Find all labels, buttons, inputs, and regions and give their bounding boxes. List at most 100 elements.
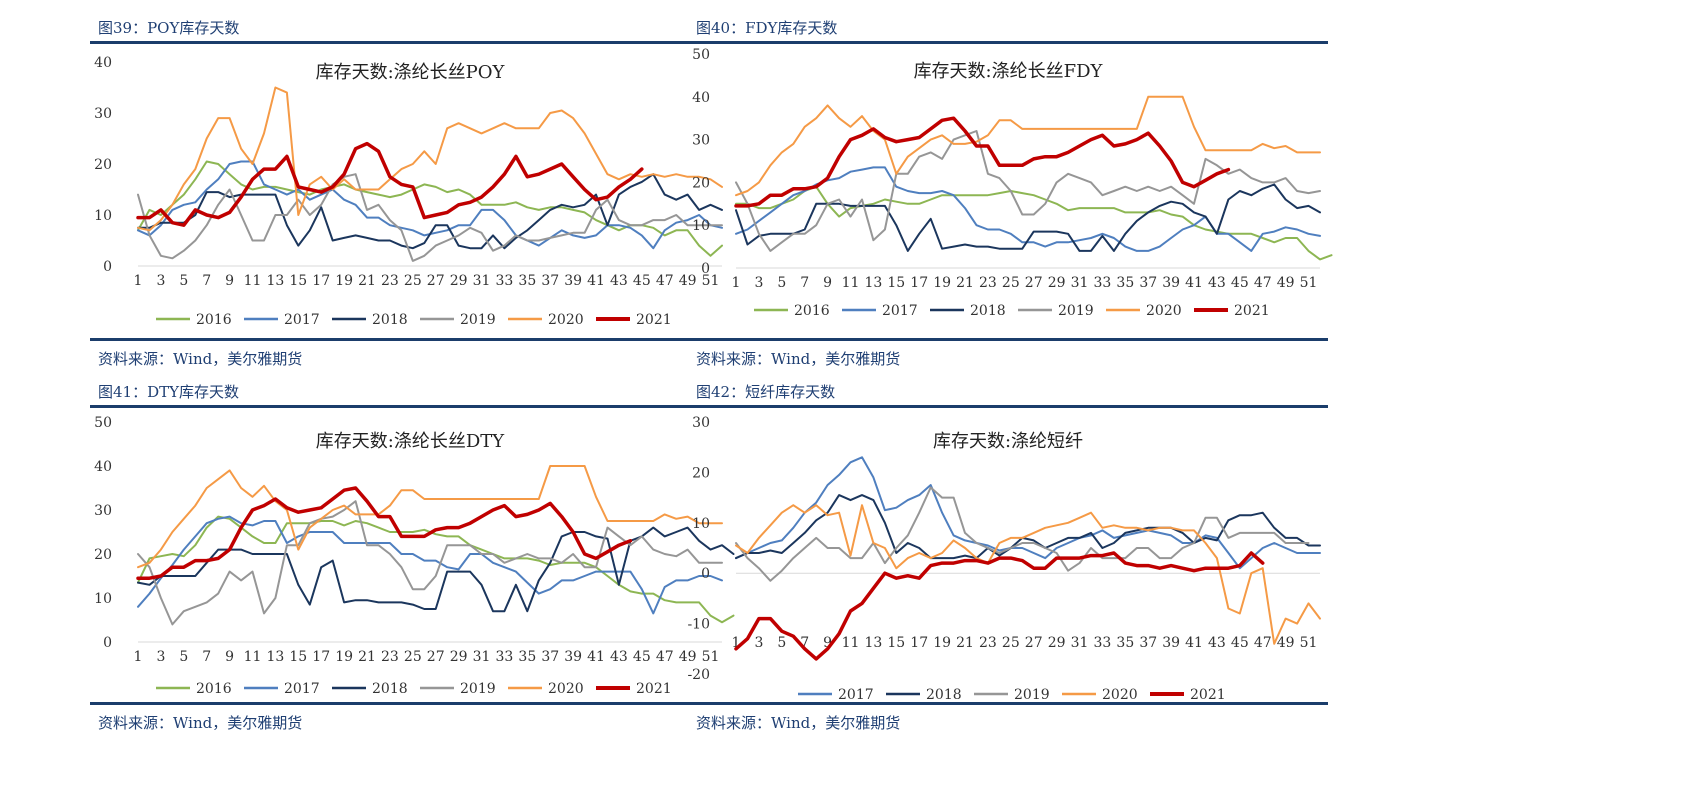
x-tick-label: 15 [887, 635, 905, 651]
series-line-2018 [137, 173, 723, 250]
y-tick-label: 30 [692, 133, 710, 149]
x-tick-label: 51 [1300, 275, 1318, 291]
legend-label-2018: 2018 [372, 312, 408, 328]
series-line-2021 [136, 486, 633, 580]
series-line-2020 [137, 86, 723, 232]
series-line-2019 [735, 130, 1321, 252]
x-tick-label: 7 [800, 635, 809, 651]
y-tick-label: -10 [687, 617, 710, 633]
legend-label-2019: 2019 [1058, 303, 1094, 319]
panel-psf: 图42：短纤库存天数 库存天数:涤纶短纤 -20 -10 0 10 20 30 1 3 5 7 9 11… [687, 364, 1343, 764]
x-tick-label: 3 [754, 635, 763, 651]
panel-poy: 图39：POY库存天数 库存天数:涤纶长丝POY 0 10 20 30 40 1 3 5 7 9 11… [90, 0, 745, 380]
x-tick-label: 5 [777, 275, 786, 291]
y-tick-label: 10 [692, 218, 710, 234]
legend-label-2020: 2020 [548, 312, 584, 328]
legend-label-2019: 2019 [460, 312, 496, 328]
x-tick-label: 23 [381, 649, 399, 665]
x-tick-label: 17 [312, 649, 330, 665]
x-tick-label: 21 [358, 273, 376, 289]
source-note: 资料来源：Wind，美尔雅期货 [696, 350, 901, 368]
x-tick-label: 27 [1025, 275, 1043, 291]
x-tick-label: 51 [702, 649, 720, 665]
legend-label-2017: 2017 [882, 303, 918, 319]
x-tick-label: 5 [777, 635, 786, 651]
source-note: 资料来源：Wind，美尔雅期货 [98, 350, 303, 368]
y-tick-label: 30 [692, 415, 710, 431]
y-tick-label: 40 [692, 90, 710, 106]
series-line-2021 [734, 116, 1231, 208]
top-rule [90, 405, 730, 408]
figure-title: 图41：DTY库存天数 [98, 383, 240, 401]
x-tick-label: 49 [1277, 635, 1295, 651]
top-rule [688, 405, 1328, 408]
x-tick-label: 13 [864, 635, 882, 651]
x-tick-label: 1 [732, 275, 741, 291]
x-tick-label: 11 [244, 273, 262, 289]
x-tick-label: 49 [679, 273, 697, 289]
x-tick-label: 35 [518, 273, 536, 289]
x-tick-label: 29 [450, 273, 468, 289]
x-tick-label: 47 [656, 273, 674, 289]
x-tick-label: 15 [289, 273, 307, 289]
y-tick-label: 10 [94, 591, 112, 607]
y-tick-label: 40 [94, 459, 112, 475]
x-tick-label: 1 [134, 649, 143, 665]
x-tick-label: 11 [842, 275, 860, 291]
bottom-rule [90, 702, 730, 705]
x-tick-label: 11 [842, 635, 860, 651]
x-tick-label: 45 [633, 649, 651, 665]
series-line-2017 [137, 515, 723, 615]
x-tick-label: 27 [427, 273, 445, 289]
legend-label-2019: 2019 [1014, 687, 1050, 703]
series-line-2019 [735, 486, 1310, 582]
series-line-2020 [735, 95, 1321, 197]
source-note: 资料来源：Wind，美尔雅期货 [98, 714, 303, 732]
x-tick-label: 39 [564, 273, 582, 289]
legend-label-2018: 2018 [970, 303, 1006, 319]
x-tick-label: 37 [541, 273, 559, 289]
series-line-2018 [735, 183, 1321, 252]
x-tick-label: 47 [1254, 275, 1272, 291]
x-tick-label: 27 [1025, 635, 1043, 651]
chart-title: 库存天数:涤纶长丝FDY [914, 61, 1104, 82]
legend-label-2016: 2016 [794, 303, 830, 319]
x-tick-label: 7 [202, 273, 211, 289]
x-tick-label: 21 [358, 649, 376, 665]
x-tick-label: 49 [1277, 275, 1295, 291]
legend-label-2018: 2018 [926, 687, 962, 703]
x-tick-label: 7 [202, 649, 211, 665]
legend-label-2018: 2018 [372, 681, 408, 697]
panel-fdy: 图40：FDY库存天数 库存天数:涤纶长丝FDY 0 10 20 30 40 50 1 3 5 7 9… [688, 0, 1343, 380]
x-tick-label: 13 [266, 273, 284, 289]
x-tick-label: 41 [1185, 635, 1203, 651]
x-tick-label: 3 [156, 649, 165, 665]
x-tick-label: 21 [956, 275, 974, 291]
x-tick-label: 13 [864, 275, 882, 291]
figure-title: 图42：短纤库存天数 [696, 383, 836, 401]
x-tick-label: 9 [823, 635, 832, 651]
x-tick-label: 5 [179, 649, 188, 665]
x-tick-label: 51 [702, 273, 720, 289]
x-tick-label: 1 [134, 273, 143, 289]
bottom-rule [688, 338, 1328, 341]
x-tick-label: 31 [473, 649, 491, 665]
x-tick-label: 41 [1185, 275, 1203, 291]
y-tick-label: 50 [692, 47, 710, 63]
series-line-2020 [735, 504, 1321, 645]
legend-label-2019: 2019 [460, 681, 496, 697]
series-line-2018 [735, 494, 1321, 560]
x-tick-label: 1 [732, 635, 741, 651]
chart-title: 库存天数:涤纶短纤 [933, 431, 1083, 452]
series-line-2017 [735, 166, 1321, 252]
x-tick-label: 29 [1048, 275, 1066, 291]
x-tick-label: 47 [656, 649, 674, 665]
x-tick-label: 37 [1139, 635, 1157, 651]
x-tick-label: 33 [1094, 635, 1112, 651]
series-line-2016 [137, 160, 723, 257]
x-tick-label: 19 [335, 273, 353, 289]
legend-label-2020: 2020 [548, 681, 584, 697]
